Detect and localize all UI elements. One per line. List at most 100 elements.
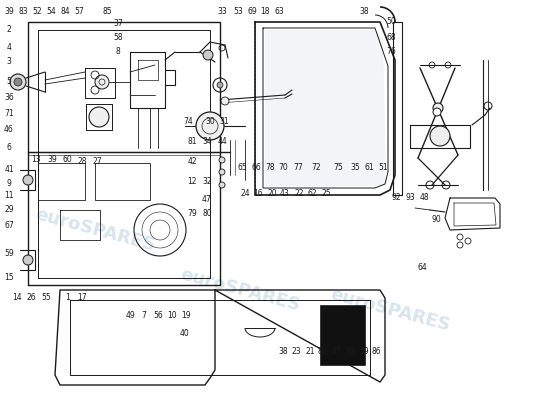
Text: 61: 61: [364, 164, 374, 172]
Circle shape: [430, 126, 450, 146]
Text: 66: 66: [251, 164, 261, 172]
Text: 24: 24: [240, 190, 250, 198]
Text: 2: 2: [7, 26, 12, 34]
Text: 23: 23: [291, 348, 301, 356]
Text: 15: 15: [4, 274, 14, 282]
Text: 7: 7: [141, 312, 146, 320]
Text: 72: 72: [311, 164, 321, 172]
Text: 8: 8: [116, 48, 120, 56]
Text: 1: 1: [65, 294, 70, 302]
Text: 86: 86: [371, 348, 381, 356]
Circle shape: [203, 50, 213, 60]
Text: 62: 62: [307, 190, 317, 198]
Circle shape: [23, 255, 33, 265]
Text: 81: 81: [187, 138, 197, 146]
Text: 80: 80: [202, 210, 212, 218]
Text: 38: 38: [359, 8, 369, 16]
Text: 37: 37: [113, 20, 123, 28]
Text: 84: 84: [60, 8, 70, 16]
Text: 34: 34: [202, 138, 212, 146]
Text: 19: 19: [181, 312, 191, 320]
Text: 21: 21: [305, 348, 315, 356]
Text: 50: 50: [386, 18, 396, 26]
Circle shape: [89, 107, 109, 127]
Circle shape: [95, 75, 109, 89]
Text: 43: 43: [280, 190, 290, 198]
Text: 14: 14: [12, 294, 22, 302]
Circle shape: [23, 175, 33, 185]
Text: 39: 39: [47, 156, 57, 164]
Text: 29: 29: [4, 206, 14, 214]
Circle shape: [219, 182, 225, 188]
Text: 79: 79: [187, 210, 197, 218]
Text: 65: 65: [237, 164, 247, 172]
Text: 40: 40: [180, 330, 190, 338]
Text: 13: 13: [31, 156, 41, 164]
Text: 78: 78: [265, 164, 275, 172]
Text: 51: 51: [378, 164, 388, 172]
Circle shape: [433, 103, 443, 113]
Text: 54: 54: [46, 8, 56, 16]
Text: 22: 22: [294, 190, 304, 198]
Text: 6: 6: [7, 144, 12, 152]
Text: 56: 56: [153, 312, 163, 320]
Text: 83: 83: [18, 8, 28, 16]
Text: 74: 74: [183, 118, 193, 126]
Text: 85: 85: [102, 8, 112, 16]
Text: 76: 76: [386, 48, 396, 56]
Text: 46: 46: [4, 126, 14, 134]
Text: 38: 38: [278, 348, 288, 356]
Text: 33: 33: [217, 8, 227, 16]
Text: 42: 42: [187, 158, 197, 166]
Text: 71: 71: [4, 110, 14, 118]
Text: 77: 77: [293, 164, 303, 172]
Text: 25: 25: [321, 190, 331, 198]
Text: euroSPARES: euroSPARES: [178, 265, 302, 315]
Text: 48: 48: [419, 194, 429, 202]
Circle shape: [219, 169, 225, 175]
Text: 68: 68: [386, 34, 396, 42]
Circle shape: [433, 108, 441, 116]
Text: 31: 31: [219, 118, 229, 126]
Text: 16: 16: [253, 190, 263, 198]
Text: 3: 3: [7, 58, 12, 66]
Circle shape: [196, 112, 224, 140]
Text: 20: 20: [267, 190, 277, 198]
Text: 4: 4: [7, 42, 12, 52]
Text: 28: 28: [77, 158, 87, 166]
Text: 52: 52: [32, 8, 42, 16]
Text: 82: 82: [317, 348, 327, 356]
Text: 67: 67: [4, 222, 14, 230]
Circle shape: [217, 82, 223, 88]
Text: 26: 26: [26, 294, 36, 302]
Text: 30: 30: [205, 118, 215, 126]
Text: 93: 93: [405, 194, 415, 202]
Text: 64: 64: [417, 264, 427, 272]
Text: 87: 87: [331, 348, 341, 356]
Text: 41: 41: [4, 166, 14, 174]
Text: 89: 89: [359, 348, 369, 356]
Text: 90: 90: [431, 216, 441, 224]
Text: 63: 63: [274, 8, 284, 16]
Text: 27: 27: [92, 158, 102, 166]
Text: 44: 44: [217, 138, 227, 146]
Text: 35: 35: [350, 164, 360, 172]
Text: 36: 36: [4, 94, 14, 102]
Text: euroSPARES: euroSPARES: [328, 285, 452, 335]
Circle shape: [14, 78, 22, 86]
Polygon shape: [265, 30, 386, 186]
Text: 5: 5: [7, 78, 12, 86]
Text: 53: 53: [233, 8, 243, 16]
Text: 92: 92: [391, 194, 401, 202]
Circle shape: [221, 97, 229, 105]
Text: 69: 69: [247, 8, 257, 16]
Text: 59: 59: [4, 250, 14, 258]
Text: 18: 18: [260, 8, 270, 16]
Text: 75: 75: [333, 164, 343, 172]
Text: 49: 49: [125, 312, 135, 320]
Text: 39: 39: [4, 8, 14, 16]
Text: 12: 12: [187, 178, 197, 186]
Circle shape: [219, 157, 225, 163]
Text: 55: 55: [41, 294, 51, 302]
Text: 60: 60: [62, 156, 72, 164]
